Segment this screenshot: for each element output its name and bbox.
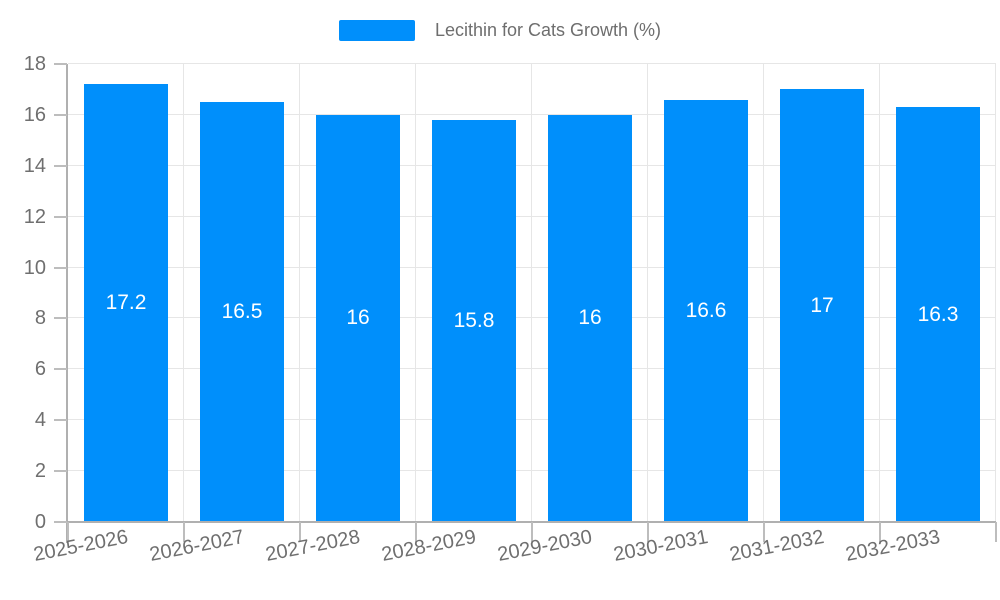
x-axis-tick bbox=[763, 522, 765, 542]
y-axis-tick-label: 12 bbox=[23, 205, 46, 228]
v-gridline bbox=[879, 64, 880, 522]
y-axis-tick bbox=[54, 521, 67, 523]
x-axis-tick-label: 2029-2030 bbox=[496, 526, 595, 566]
h-gridline bbox=[68, 164, 996, 166]
x-axis-tick-label: 2032-2033 bbox=[844, 526, 943, 566]
y-axis-tick-label: 0 bbox=[34, 511, 46, 533]
h-gridline bbox=[68, 470, 996, 472]
bar-value-label: 16 bbox=[578, 306, 602, 330]
y-axis-tick-label: 14 bbox=[23, 154, 46, 177]
legend-swatch-icon bbox=[338, 19, 415, 41]
v-gridline bbox=[995, 64, 996, 522]
x-axis-tick bbox=[879, 522, 881, 542]
h-gridline bbox=[68, 266, 996, 268]
bar-value-label: 16.3 bbox=[917, 302, 959, 326]
y-axis-tick bbox=[54, 368, 67, 371]
y-axis-tick bbox=[54, 317, 67, 320]
x-axis-tick bbox=[299, 522, 301, 542]
x-axis-tick-label: 2025-2026 bbox=[32, 526, 131, 566]
y-axis-tick bbox=[54, 164, 67, 167]
legend: Lecithin for Cats Growth (%) bbox=[0, 17, 1000, 43]
y-axis-tick-label: 18 bbox=[23, 53, 46, 75]
bar-value-label: 17 bbox=[810, 293, 834, 317]
bar-value-label: 17.2 bbox=[105, 291, 147, 315]
y-axis-tick bbox=[54, 419, 67, 422]
h-gridline bbox=[68, 63, 996, 64]
h-gridline bbox=[68, 368, 996, 370]
bar-value-label: 16.6 bbox=[685, 298, 727, 322]
bar[interactable] bbox=[780, 89, 864, 522]
legend-label: Lecithin for Cats Growth (%) bbox=[434, 20, 662, 40]
y-axis-tick bbox=[54, 266, 67, 269]
bar[interactable] bbox=[548, 114, 632, 522]
x-axis-tick-label: 2031-2032 bbox=[728, 526, 827, 566]
plot-area: 17.2 16.5 16 15.8 16 16.6 17 16.3 bbox=[68, 63, 996, 522]
y-axis-tick-label: 2 bbox=[34, 460, 46, 483]
y-axis-tick-label: 6 bbox=[34, 358, 46, 381]
y-axis-tick bbox=[54, 215, 67, 218]
y-axis-tick bbox=[54, 113, 67, 116]
y-axis-tick bbox=[54, 63, 67, 65]
bar[interactable] bbox=[896, 107, 980, 522]
x-axis-tick bbox=[183, 522, 185, 542]
h-gridline bbox=[68, 215, 996, 217]
x-axis-tick-label: 2030-2031 bbox=[612, 526, 711, 566]
y-axis-tick-label: 10 bbox=[23, 256, 46, 279]
y-axis-tick-label: 16 bbox=[23, 103, 46, 126]
x-axis-tick bbox=[415, 522, 417, 542]
v-gridline bbox=[299, 64, 300, 522]
bar[interactable] bbox=[432, 119, 516, 522]
v-gridline bbox=[647, 64, 648, 522]
v-gridline bbox=[763, 64, 764, 522]
x-axis-tick bbox=[647, 522, 649, 542]
legend-item[interactable]: Lecithin for Cats Growth (%) bbox=[338, 18, 662, 42]
bar[interactable] bbox=[664, 99, 748, 522]
x-axis-line bbox=[55, 521, 996, 523]
y-axis-tick bbox=[54, 470, 67, 473]
bar-value-label: 16.5 bbox=[221, 300, 263, 324]
v-gridline bbox=[531, 64, 532, 522]
bar[interactable] bbox=[200, 102, 284, 522]
bar[interactable] bbox=[316, 114, 400, 522]
h-gridline bbox=[68, 317, 996, 319]
x-axis-tick-label: 2027-2028 bbox=[264, 526, 363, 566]
y-axis-tick-label: 8 bbox=[34, 307, 46, 330]
x-axis-tick-label: 2028-2029 bbox=[380, 526, 479, 566]
x-axis-tick-label: 2026-2027 bbox=[148, 526, 247, 566]
v-gridline bbox=[183, 64, 184, 522]
x-axis-tick bbox=[531, 522, 533, 542]
v-gridline bbox=[415, 64, 416, 522]
bar-value-label: 15.8 bbox=[453, 309, 495, 332]
h-gridline bbox=[68, 419, 996, 421]
bar-value-label: 16 bbox=[346, 306, 370, 330]
bar[interactable] bbox=[84, 84, 168, 522]
y-axis-tick-label: 4 bbox=[34, 409, 46, 432]
x-axis-tick bbox=[995, 522, 997, 542]
x-axis-tick bbox=[67, 522, 69, 542]
h-gridline bbox=[68, 113, 996, 115]
y-axis-line bbox=[66, 64, 68, 543]
